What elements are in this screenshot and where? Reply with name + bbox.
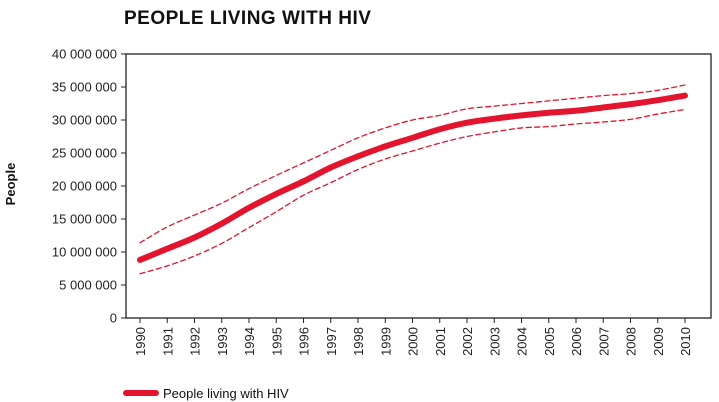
x-tick-label: 2000 — [406, 327, 421, 356]
x-tick-label: 2009 — [651, 327, 666, 356]
x-tick-label: 1994 — [242, 327, 257, 356]
x-tick-label: 2004 — [515, 327, 530, 356]
x-tick-label: 2001 — [433, 327, 448, 356]
x-tick-label: 2006 — [569, 327, 584, 356]
x-tick-label: 2010 — [678, 327, 693, 356]
y-tick-label: 25 000 000 — [52, 146, 117, 161]
y-tick-label: 0 — [110, 311, 117, 326]
x-tick-label: 2007 — [596, 327, 611, 356]
x-tick-label: 1995 — [269, 327, 284, 356]
x-tick-label: 1997 — [324, 327, 339, 356]
uncertainty-bound-line — [139, 84, 686, 244]
y-axis-ticks: 0 5 000 000 10 000 000 15 000 000 20 000 000… — [52, 47, 126, 326]
series-line-people-living-with-hiv — [137, 92, 688, 263]
x-tick-label: 2002 — [460, 327, 475, 356]
series-layer — [137, 84, 688, 275]
x-axis-ticks: 1990 1991 1992 1993 1994 1995 1996 1997 1998 1999… — [133, 318, 693, 356]
y-tick-label: 35 000 000 — [52, 80, 117, 95]
legend: People living with HIV — [123, 386, 289, 401]
x-tick-label: 1990 — [133, 327, 148, 356]
chart-title: PEOPLE LIVING WITH HIV — [124, 8, 372, 29]
x-tick-label: 1999 — [378, 327, 393, 356]
x-tick-label: 1996 — [297, 327, 312, 356]
y-tick-label: 5 000 000 — [59, 278, 117, 293]
y-tick-label: 30 000 000 — [52, 113, 117, 128]
y-tick-label: 20 000 000 — [52, 179, 117, 194]
y-tick-label: 10 000 000 — [52, 245, 117, 260]
uncertainty-bound-line — [139, 108, 686, 275]
x-tick-label: 1993 — [215, 327, 230, 356]
x-tick-label: 2003 — [487, 327, 502, 356]
legend-label: People living with HIV — [163, 386, 289, 401]
y-axis-label: People — [3, 163, 18, 206]
x-tick-label: 2008 — [624, 327, 639, 356]
y-tick-label: 40 000 000 — [52, 47, 117, 62]
x-tick-label: 1991 — [160, 327, 175, 356]
x-tick-label: 1998 — [351, 327, 366, 356]
x-tick-label: 2005 — [542, 327, 557, 356]
x-tick-label: 1992 — [188, 327, 203, 356]
y-tick-label: 15 000 000 — [52, 212, 117, 227]
